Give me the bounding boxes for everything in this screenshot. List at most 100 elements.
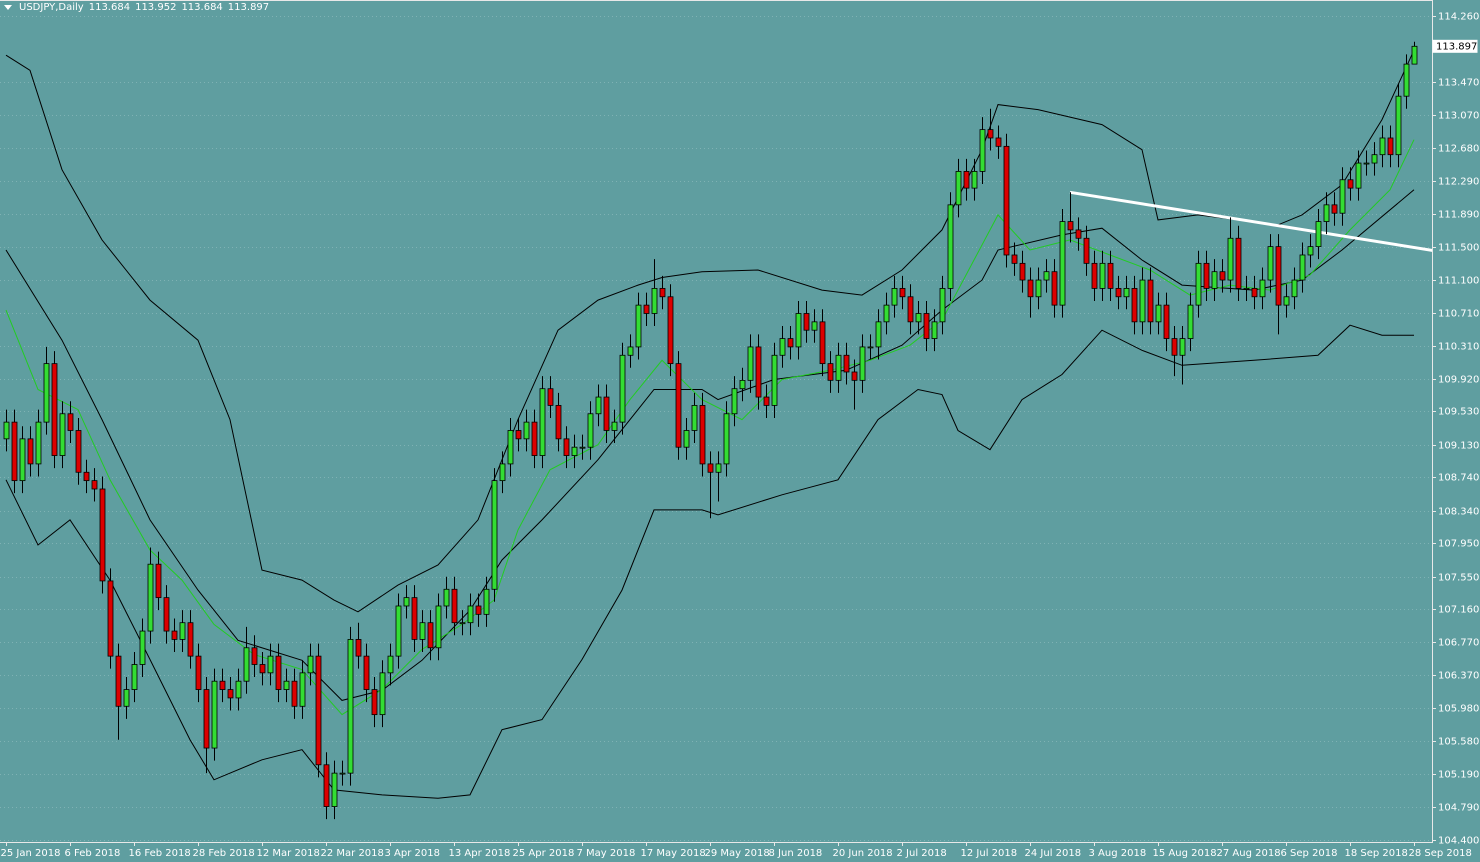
candle-body [1371, 154, 1378, 164]
candle-body [771, 354, 778, 406]
candle-body [875, 321, 882, 348]
candle-body [115, 655, 122, 707]
candle-body [35, 421, 42, 465]
candle-body [3, 421, 10, 440]
candle-body [699, 405, 706, 465]
candle-body [147, 563, 154, 632]
candle-body [1379, 137, 1386, 156]
candle-body [219, 680, 226, 690]
candle-body [827, 363, 834, 381]
x-tick-label: 3 Apr 2018 [385, 848, 440, 859]
x-tick-label: 13 Apr 2018 [449, 848, 511, 859]
candle-body [203, 689, 210, 749]
candle-body [635, 304, 642, 348]
candle-body [123, 689, 130, 707]
y-tick-label: 114.260 [1438, 12, 1479, 23]
candle-body [963, 171, 970, 189]
candle-body [59, 413, 66, 456]
candle-body [1259, 279, 1266, 298]
candle-body [483, 588, 490, 615]
candle-body [763, 396, 770, 406]
candle-body [451, 588, 458, 624]
y-tick-label: 108.740 [1438, 473, 1479, 484]
y-tick-label: 105.190 [1438, 770, 1479, 781]
candle-body [1003, 145, 1010, 256]
candle-body [1267, 246, 1274, 281]
candle-body [1083, 237, 1090, 264]
candle-body [1211, 271, 1218, 289]
candle-body [515, 430, 522, 440]
candle-body [275, 655, 282, 690]
candle-body [947, 204, 954, 289]
candle-body [787, 338, 794, 348]
candle-body [659, 288, 666, 298]
indicator-line [5, 324, 1414, 799]
candle-body [179, 622, 186, 640]
x-tick-label: 29 May 2018 [705, 848, 770, 859]
candle-body [1139, 279, 1146, 323]
candle-body [51, 363, 58, 456]
candle-body [235, 680, 242, 699]
candle-body [931, 321, 938, 339]
candle-body [1011, 254, 1018, 264]
candle-body [803, 313, 810, 331]
candle-body [819, 321, 826, 365]
candle-body [107, 580, 114, 657]
candle-body [291, 680, 298, 707]
candle-body [619, 354, 626, 423]
candle-body [987, 129, 994, 139]
candle-body [251, 647, 258, 665]
candle-body [1355, 162, 1362, 189]
candle-body [267, 655, 274, 674]
y-tick-label: 107.160 [1438, 605, 1479, 616]
candle-body [1307, 246, 1314, 256]
candle-body [1299, 254, 1306, 281]
candle-body [1411, 45, 1418, 65]
y-tick-label: 104.400 [1438, 836, 1479, 847]
x-tick-label: 7 May 2018 [577, 848, 636, 859]
candle-body [43, 363, 50, 423]
x-tick-label: 20 Jun 2018 [833, 848, 893, 859]
candle-body [1323, 204, 1330, 222]
x-tick-label: 12 Mar 2018 [257, 848, 320, 859]
x-tick-label: 6 Feb 2018 [65, 848, 121, 859]
candle-body [467, 605, 474, 624]
candle-body [403, 597, 410, 607]
plot-area [3, 41, 1432, 820]
candle-body [1347, 179, 1354, 189]
candle-body [243, 647, 250, 682]
candle-body [499, 463, 506, 482]
candle-body [691, 405, 698, 431]
candle-body [683, 430, 690, 448]
y-tick-label: 110.710 [1438, 309, 1479, 320]
candle-body [1091, 262, 1098, 289]
candle-body [363, 655, 370, 690]
candle-body [1115, 288, 1122, 298]
candle-body [27, 438, 34, 465]
candle-body [723, 413, 730, 465]
x-tick-label: 8 Jun 2018 [769, 848, 823, 859]
candle-body [1067, 221, 1074, 231]
candle-body [131, 664, 138, 690]
y-tick-label: 107.950 [1438, 539, 1479, 550]
candle-body [531, 421, 538, 456]
candle-body [563, 438, 570, 456]
candle-body [1099, 262, 1106, 289]
y-tick-label: 105.980 [1438, 704, 1479, 715]
candle-body [1219, 271, 1226, 281]
candle-body [307, 655, 314, 674]
candle-body [587, 413, 594, 448]
y-tick-label: 109.920 [1438, 375, 1479, 386]
menu-arrow[interactable] [4, 5, 12, 10]
candle-body [779, 338, 786, 356]
indicator-line [1069, 190, 1432, 252]
candle-body [491, 480, 498, 590]
candle-body [139, 630, 146, 665]
candle-body [595, 396, 602, 415]
y-tick-label: 110.310 [1438, 342, 1479, 353]
candle-body [187, 622, 194, 657]
x-tick-label: 22 Mar 2018 [321, 848, 384, 859]
candle-body [331, 772, 338, 807]
candle-body [163, 597, 170, 632]
candle-body [259, 664, 266, 674]
